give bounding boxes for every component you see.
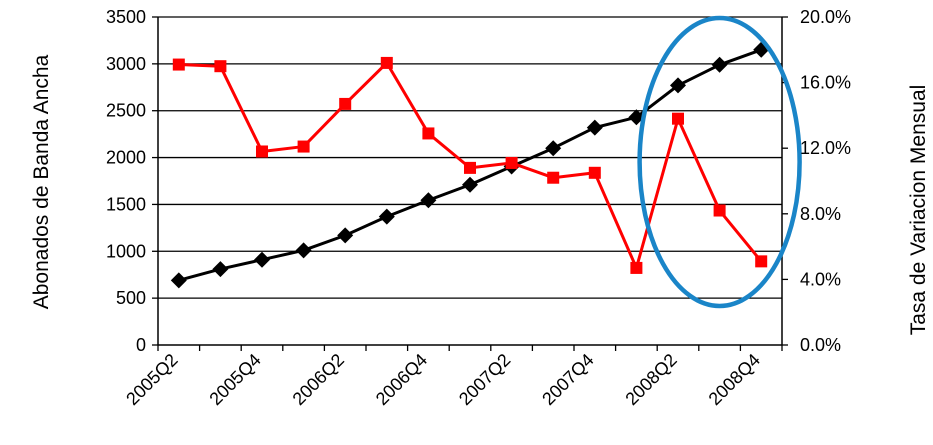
series-2-marker [713,204,726,217]
series-1-marker [670,77,686,94]
x-tick-label: 2006Q4 [372,350,431,409]
y-tick-label: 500 [116,288,146,308]
y-axis-title: Abonados de Banda Ancha [30,54,53,309]
series-2-marker [214,60,227,73]
series-1-marker [462,176,478,193]
x-tick-label: 2008Q2 [621,350,680,409]
series-1-marker [711,56,728,73]
y2-tick-label: 0.0% [800,335,841,355]
x-tick-label: 2006Q2 [289,350,348,409]
x-tick-label: 2005Q2 [122,350,181,409]
series-1-marker [378,208,395,225]
series-1-marker [420,192,437,209]
series-2-marker [297,140,310,153]
y-tick-label: 1500 [106,194,146,214]
y-tick-label: 3000 [106,54,146,74]
series-2-marker [755,255,768,268]
y-tick-label: 0 [136,335,146,355]
series-2-marker [380,56,393,69]
y-tick-label: 1000 [106,241,146,261]
series-2-marker [547,171,560,184]
gridlines [158,16,782,299]
series-1-marker [212,261,229,278]
annotation-layer [637,15,802,309]
series-2-marker [588,166,601,179]
y2-tick-label: 8.0% [800,204,841,224]
series-2-marker [505,156,518,169]
series-2-marker [339,97,352,110]
x-tick-label: 2005Q4 [205,350,264,409]
y-tick-label: 2000 [106,148,146,168]
x-tick-label: 2007Q4 [538,350,597,409]
series-layer [170,41,770,289]
y2-tick-label: 12.0% [800,138,851,158]
x-tick-label: 2008Q4 [705,350,764,409]
axes [152,16,788,351]
series-2-marker [630,261,643,274]
series-2-marker [422,127,435,140]
series-1-marker [295,242,312,259]
y2-tick-label: 20.0% [800,7,851,27]
y-tick-label: 2500 [106,101,146,121]
series-1-marker [545,140,562,157]
y2-tick-label: 16.0% [800,73,851,93]
series-2-marker [172,58,185,71]
series-1-marker [337,227,354,244]
y2-axis-title: Tasa de Variacion Mensual [907,85,930,336]
x-tick-label: 2007Q2 [455,350,514,409]
series-1-marker [628,109,645,126]
highlight-ellipse [637,15,802,309]
series-1-marker [170,272,187,289]
series-1-marker [586,119,603,136]
y-tick-label: 3500 [106,7,146,27]
series-1-marker [254,251,270,268]
series-2-marker [256,145,268,158]
y2-tick-label: 4.0% [800,269,841,289]
series-2-marker [672,112,684,125]
series-2-marker [464,161,476,174]
